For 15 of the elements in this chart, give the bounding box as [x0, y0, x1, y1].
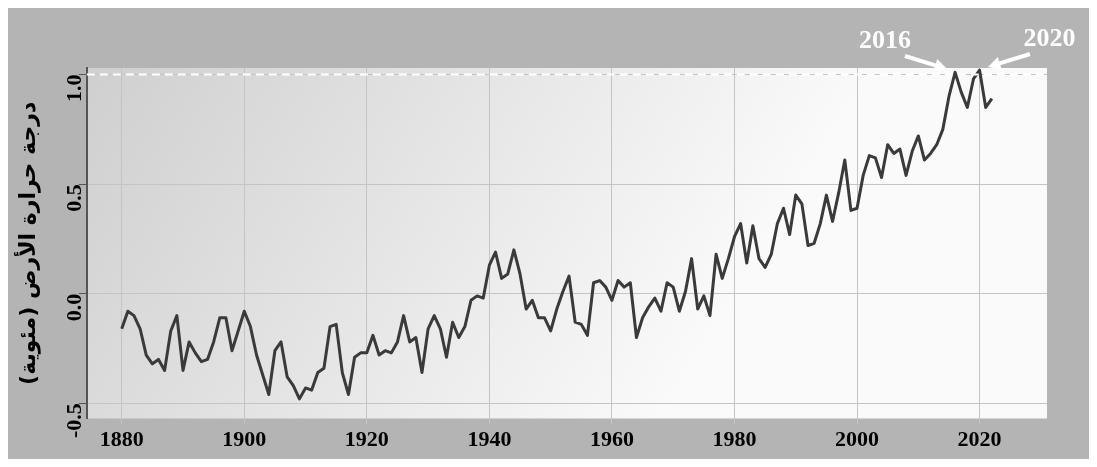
y-axis-title: درجة حرارة الأرض (مئوية) [12, 101, 41, 385]
x-tick-label: 1900 [222, 426, 267, 452]
y-tick-label: 0.0 [61, 293, 87, 322]
y-tick-label: 0.5 [61, 184, 87, 212]
x-tick-label: 1880 [99, 426, 144, 452]
x-tick-label: 1920 [344, 426, 389, 452]
x-tick-label: 1980 [712, 426, 757, 452]
x-tick-label: 1960 [589, 426, 634, 452]
x-tick-label: 2020 [957, 426, 1002, 452]
x-tick-label: 2000 [835, 426, 880, 452]
y-tick-label: 1.0 [61, 74, 87, 103]
x-tick-label: 1940 [467, 426, 512, 452]
y-tick-label: -0.5 [61, 403, 87, 439]
annotation: 2020 [1023, 22, 1076, 52]
annotation: 2016 [859, 25, 912, 55]
